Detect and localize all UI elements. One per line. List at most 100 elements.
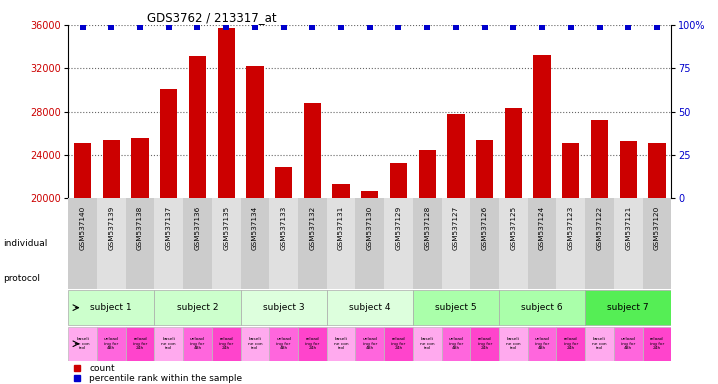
Text: subject 4: subject 4 <box>349 303 391 312</box>
Bar <box>275 167 292 384</box>
Text: GDS3762 / 213317_at: GDS3762 / 213317_at <box>146 11 276 24</box>
Text: unload
ing for
48h: unload ing for 48h <box>535 337 549 350</box>
Bar <box>499 198 528 289</box>
Bar <box>585 198 614 289</box>
Bar <box>183 327 212 361</box>
Text: reload
ing for
24h: reload ing for 24h <box>650 337 664 350</box>
Bar <box>556 198 585 289</box>
Bar <box>189 56 206 384</box>
Text: GSM537129: GSM537129 <box>396 205 401 250</box>
Bar <box>212 198 241 289</box>
Text: subject 2: subject 2 <box>177 303 218 312</box>
Text: GSM537127: GSM537127 <box>453 205 459 250</box>
Bar <box>74 143 91 384</box>
Bar <box>218 28 235 384</box>
Bar <box>505 108 522 384</box>
Bar <box>648 143 666 384</box>
Bar <box>499 290 585 326</box>
Text: reload
ing for
24h: reload ing for 24h <box>305 337 320 350</box>
Bar <box>269 198 298 289</box>
Bar <box>556 327 585 361</box>
Text: unload
ing for
48h: unload ing for 48h <box>449 337 463 350</box>
Bar <box>97 198 126 289</box>
Bar <box>97 327 126 361</box>
Bar <box>413 290 499 326</box>
Bar <box>470 327 499 361</box>
Text: GSM537139: GSM537139 <box>108 205 114 250</box>
Bar <box>585 327 614 361</box>
Bar <box>499 327 528 361</box>
Bar <box>327 327 355 361</box>
Text: GSM537120: GSM537120 <box>654 205 660 250</box>
Bar <box>384 198 413 289</box>
Bar <box>643 327 671 361</box>
Text: percentile rank within the sample: percentile rank within the sample <box>89 374 243 383</box>
Text: baseli
ne con
trol: baseli ne con trol <box>75 337 90 350</box>
Bar <box>241 198 269 289</box>
Bar <box>126 327 154 361</box>
Bar <box>103 140 120 384</box>
Text: baseli
ne con
trol: baseli ne con trol <box>334 337 348 350</box>
Text: GSM537132: GSM537132 <box>309 205 315 250</box>
Text: subject 7: subject 7 <box>607 303 649 312</box>
Bar <box>269 327 298 361</box>
Bar <box>442 327 470 361</box>
Text: GSM537124: GSM537124 <box>539 205 545 250</box>
Bar <box>419 149 436 384</box>
Text: GSM537125: GSM537125 <box>510 205 516 250</box>
Text: reload
ing for
24h: reload ing for 24h <box>477 337 492 350</box>
Text: count: count <box>89 364 115 372</box>
Bar <box>533 55 551 384</box>
Bar <box>246 66 264 384</box>
Bar <box>620 141 637 384</box>
Text: baseli
ne con
trol: baseli ne con trol <box>248 337 262 350</box>
Bar <box>413 198 442 289</box>
Text: GSM537140: GSM537140 <box>80 205 85 250</box>
Text: reload
ing for
24h: reload ing for 24h <box>219 337 233 350</box>
Bar <box>304 103 321 384</box>
Bar <box>528 198 556 289</box>
Text: subject 1: subject 1 <box>90 303 132 312</box>
Text: subject 5: subject 5 <box>435 303 477 312</box>
Text: protocol: protocol <box>4 274 41 283</box>
Bar <box>298 327 327 361</box>
Bar <box>361 191 378 384</box>
Text: subject 6: subject 6 <box>521 303 563 312</box>
Bar <box>327 290 413 326</box>
Bar <box>160 89 177 384</box>
Text: unload
ing for
48h: unload ing for 48h <box>104 337 118 350</box>
Bar <box>470 198 499 289</box>
Bar <box>384 327 413 361</box>
Bar <box>614 198 643 289</box>
Text: GSM537131: GSM537131 <box>338 205 344 250</box>
Bar <box>298 198 327 289</box>
Bar <box>241 290 327 326</box>
Bar <box>355 327 384 361</box>
Text: individual: individual <box>4 239 48 248</box>
Bar <box>126 198 154 289</box>
Bar <box>131 137 149 384</box>
Bar <box>154 198 183 289</box>
Bar <box>154 290 241 326</box>
Text: GSM537136: GSM537136 <box>195 205 200 250</box>
Bar <box>327 198 355 289</box>
Text: GSM537137: GSM537137 <box>166 205 172 250</box>
Text: unload
ing for
48h: unload ing for 48h <box>621 337 635 350</box>
Text: subject 3: subject 3 <box>263 303 304 312</box>
Text: unload
ing for
48h: unload ing for 48h <box>276 337 291 350</box>
Bar <box>413 327 442 361</box>
Text: reload
ing for
24h: reload ing for 24h <box>133 337 147 350</box>
Bar <box>212 327 241 361</box>
Text: GSM537122: GSM537122 <box>597 205 602 250</box>
Text: unload
ing for
48h: unload ing for 48h <box>190 337 205 350</box>
Text: reload
ing for
24h: reload ing for 24h <box>391 337 406 350</box>
Bar <box>390 162 407 384</box>
Bar <box>183 198 212 289</box>
Text: GSM537130: GSM537130 <box>367 205 373 250</box>
Text: GSM537138: GSM537138 <box>137 205 143 250</box>
Text: GSM537135: GSM537135 <box>223 205 229 250</box>
Text: reload
ing for
24h: reload ing for 24h <box>564 337 578 350</box>
Bar <box>332 184 350 384</box>
Bar <box>591 120 608 384</box>
Bar <box>614 327 643 361</box>
